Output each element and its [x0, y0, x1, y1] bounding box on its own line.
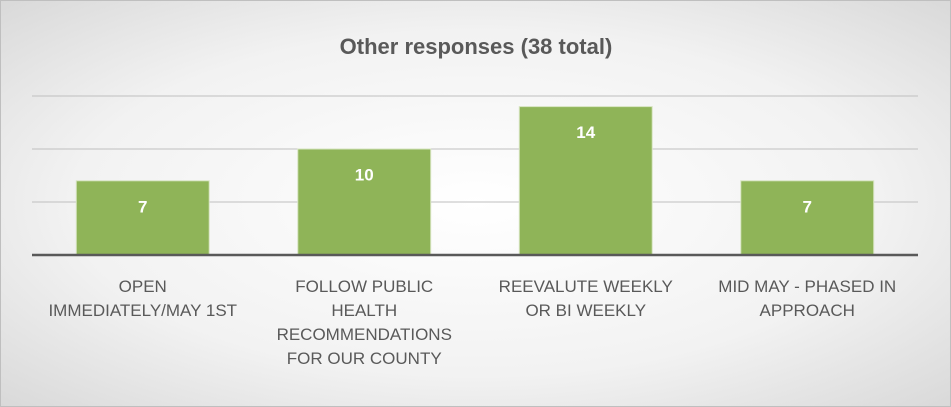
bar — [518, 106, 653, 256]
bar — [297, 148, 432, 256]
data-label: 10 — [355, 165, 374, 184]
data-label: 7 — [138, 197, 147, 216]
x-tick-label: FOLLOW PUBLIC HEALTH RECOMMENDATIONS FOR… — [276, 277, 452, 368]
x-tick-label: MID MAY - PHASED IN APPROACH — [718, 277, 897, 320]
x-tick-label: REEVALUTE WEEKLY OR BI WEEKLY — [498, 277, 673, 320]
data-label: 14 — [576, 123, 595, 142]
bar — [740, 180, 875, 256]
x-tick-label: OPEN IMMEDIATELY/MAY 1ST — [48, 277, 238, 320]
bar — [75, 180, 210, 256]
chart-title: Other responses (38 total) — [340, 34, 613, 59]
data-label: 7 — [803, 197, 812, 216]
